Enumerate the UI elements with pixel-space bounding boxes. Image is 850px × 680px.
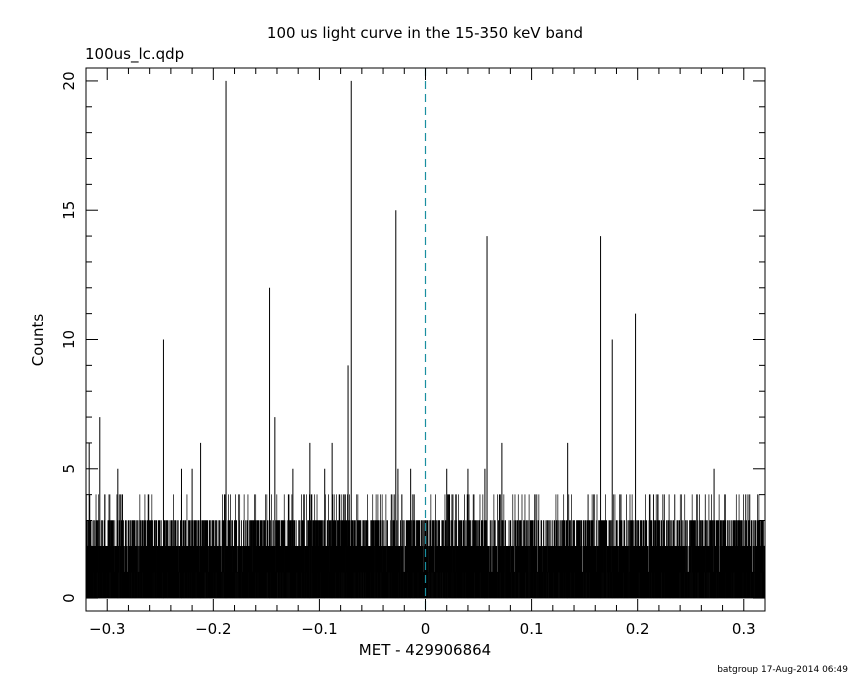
axis-tick-labels: −0.3 −0.2 −0.1 0 0.1 0.2 0.3 0 5 10 15 20 [60, 71, 756, 638]
file-label: 100us_lc.qdp [85, 45, 184, 64]
x-tick-label: −0.1 [301, 620, 337, 638]
footer-label: batgroup 17-Aug-2014 06:49 [717, 665, 848, 675]
y-tick-label: 20 [60, 71, 78, 90]
x-tick-label: 0.3 [732, 620, 756, 638]
data-bars [85, 80, 766, 599]
y-tick-label: 0 [60, 593, 78, 603]
x-tick-label: 0.1 [520, 620, 544, 638]
y-axis-label: Counts [29, 314, 47, 367]
x-tick-label: 0 [421, 620, 431, 638]
chart-title: 100 us light curve in the 15-350 keV ban… [267, 24, 583, 42]
x-tick-label: 0.2 [626, 620, 650, 638]
axis-ticks [86, 68, 765, 611]
background-count-bins [85, 494, 766, 599]
x-tick-label: −0.2 [195, 620, 231, 638]
y-tick-label: 5 [60, 464, 78, 474]
x-tick-label: −0.3 [89, 620, 125, 638]
y-tick-label: 10 [60, 330, 78, 349]
x-axis-label: MET - 429906864 [359, 641, 491, 659]
y-tick-label: 15 [60, 201, 78, 220]
